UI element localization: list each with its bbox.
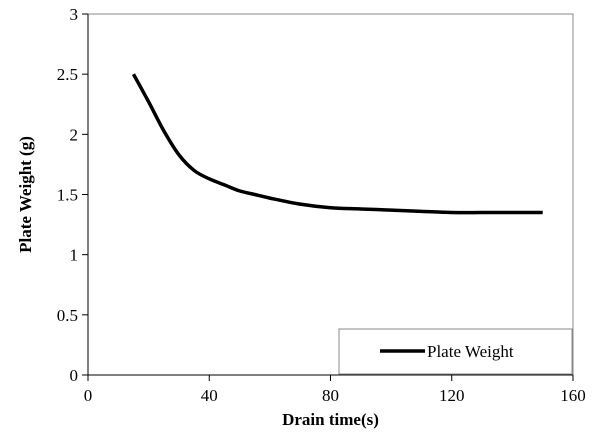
x-tick-label: 80	[322, 386, 339, 405]
x-tick-label: 0	[84, 386, 93, 405]
legend-box	[338, 328, 573, 375]
x-tick-label: 40	[201, 386, 218, 405]
series-line-plate-weight	[131, 73, 543, 215]
y-tick-label: 2	[70, 125, 79, 144]
x-tick-label: 120	[439, 386, 465, 405]
y-tick-label: 3	[70, 5, 79, 24]
x-ticks: 0 40 80 120 160	[84, 375, 586, 405]
legend: Plate Weight	[338, 328, 573, 375]
y-axis-title: Plate Weight (g)	[16, 136, 35, 253]
x-tick-label: 160	[560, 386, 586, 405]
y-tick-label: 2.5	[57, 65, 78, 84]
y-tick-label: 0.5	[57, 306, 78, 325]
y-ticks: 0 0.5 1 1.5 2 2.5 3	[57, 5, 88, 385]
y-tick-label: 1	[70, 246, 79, 265]
y-tick-label: 0	[70, 366, 79, 385]
y-tick-label: 1.5	[57, 186, 78, 205]
series-layer	[131, 73, 543, 215]
x-axis-title: Drain time(s)	[282, 410, 379, 429]
legend-label-plate-weight: Plate Weight	[427, 342, 514, 361]
plot-area	[87, 13, 574, 376]
